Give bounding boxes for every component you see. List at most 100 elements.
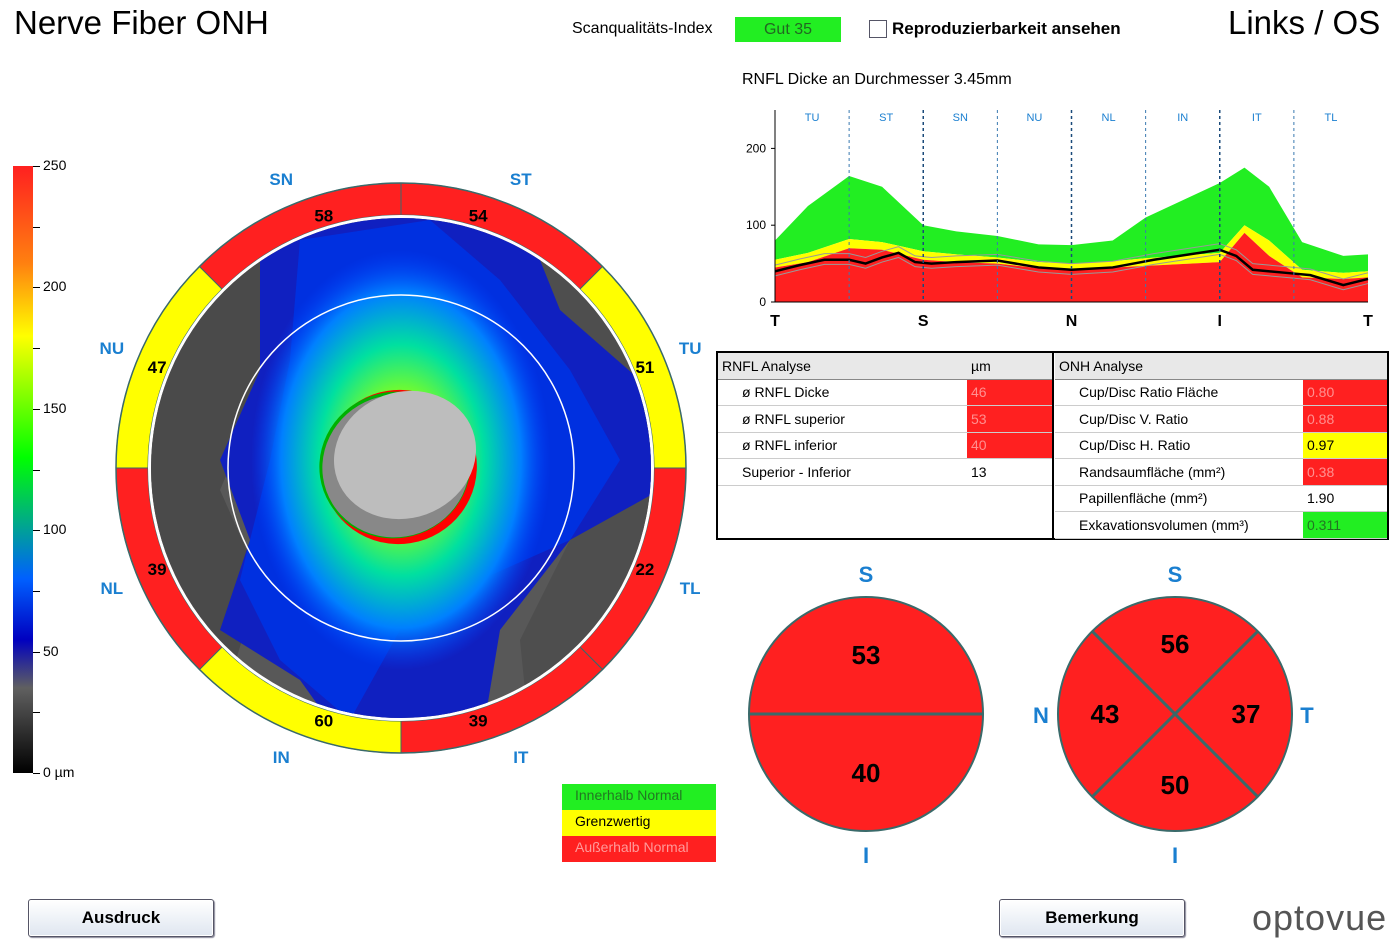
colorbar-label: 0 µm — [43, 764, 75, 780]
row-label: Papillenfläche (mm²) — [1055, 485, 1303, 512]
reproducibility-label[interactable]: Reproduzierbarkeit ansehen — [892, 19, 1121, 38]
colorbar-minor-tick — [33, 348, 40, 350]
legend-outside: Außerhalb Normal — [562, 836, 716, 862]
reference-line — [774, 253, 1369, 291]
colorbar-label: 100 — [43, 521, 67, 538]
sector-label-in: IN — [273, 748, 290, 767]
sector-value-sn: 58 — [314, 207, 333, 226]
sector-value-it: 39 — [469, 711, 488, 730]
quad-inferior-value: 50 — [1161, 770, 1190, 800]
sector-value-st: 54 — [469, 207, 488, 226]
print-button[interactable]: Ausdruck — [28, 899, 214, 937]
colorbar-minor-tick — [33, 590, 40, 592]
row-value: 0.311 — [1303, 511, 1387, 539]
colorbar-tick — [33, 287, 40, 289]
hemi-label-i: I — [863, 843, 869, 868]
chart-sector-label: NL — [1102, 112, 1116, 124]
x-tick-label: S — [918, 313, 929, 330]
quad-nasal-value: 43 — [1091, 699, 1120, 729]
patient-rnfl-line — [774, 248, 1369, 287]
table-row: ø RNFL inferior 40 — [718, 432, 1053, 459]
colorbar-minor-tick — [33, 226, 40, 228]
colorbar-label: 200 — [43, 278, 67, 295]
hemi-label-s: S — [859, 562, 874, 587]
quad-temporal-value: 37 — [1232, 699, 1261, 729]
analysis-tables: RNFL Analyse µm ø RNFL Dicke 46 ø RNFL supe… — [716, 351, 1389, 540]
chart-sector-label: TU — [805, 112, 820, 124]
reference-line — [774, 243, 1369, 280]
page-title: Nerve Fiber ONH — [14, 4, 269, 41]
chart-sector-label: IT — [1252, 112, 1262, 124]
scan-quality-badge: Gut 35 — [735, 17, 841, 42]
legend-borderline: Grenzwertig — [562, 810, 716, 836]
table-row: ø RNFL Dicke 46 — [718, 379, 1053, 406]
chart-sector-label: NU — [1026, 112, 1042, 124]
chart-title: RNFL Dicke an Durchmesser 3.45mm — [742, 71, 1012, 88]
sector-label-tl: TL — [680, 579, 701, 598]
chart-sector-label: ST — [879, 112, 893, 124]
rnfl-header-unit: µm — [967, 353, 1053, 380]
row-label: ø RNFL inferior — [718, 432, 967, 459]
hemi-superior-value: 53 — [852, 640, 881, 670]
table-row: Exkavationsvolumen (mm³) 0.311 — [1055, 511, 1387, 539]
row-value: 0.88 — [1303, 405, 1387, 433]
hemi-inferior-value: 40 — [852, 758, 881, 788]
sector-value-tl: 22 — [635, 560, 654, 579]
y-tick-label: 0 — [759, 295, 766, 309]
row-label: Exkavationsvolumen (mm³) — [1055, 511, 1303, 539]
rnfl-analysis-table: RNFL Analyse µm ø RNFL Dicke 46 ø RNFL supe… — [718, 353, 1053, 538]
table-divider — [1052, 353, 1054, 538]
colorbar-tick — [33, 773, 40, 774]
comment-button[interactable]: Bemerkung — [999, 899, 1185, 937]
colorbar-tick — [33, 408, 40, 410]
row-label: Randsaumfläche (mm²) — [1055, 458, 1303, 486]
reproducibility-checkbox[interactable] — [869, 20, 887, 38]
colorbar-tick — [33, 166, 40, 167]
table-row: Cup/Disc Ratio Fläche 0.80 — [1055, 379, 1387, 406]
optovue-logo: optovue — [1252, 897, 1388, 938]
onh-analysis-table: ONH Analyse Cup/Disc Ratio Fläche 0.80 Cup… — [1055, 353, 1387, 539]
sector-value-nu: 47 — [148, 358, 167, 377]
table-row: Cup/Disc H. Ratio 0.97 — [1055, 432, 1387, 459]
normative-legend: Innerhalb Normal Grenzwertig Außerhalb N… — [562, 784, 716, 862]
sector-value-in: 60 — [314, 711, 333, 730]
row-value: 0.80 — [1303, 379, 1387, 406]
colorbar-tick — [33, 530, 40, 532]
x-tick-label: I — [1218, 313, 1222, 330]
sector-value-nl: 39 — [148, 560, 167, 579]
row-value: 53 — [967, 405, 1053, 433]
sector-label-it: IT — [513, 748, 529, 767]
row-label: ø RNFL superior — [718, 405, 967, 433]
rnfl-thickness-map: 54 ST 51 TU 22 TL 39 IT 60 IN 39 NL 47 NU 58 SN — [100, 170, 702, 767]
sector-label-tu: TU — [679, 339, 702, 358]
chart-sector-label: TL — [1325, 112, 1338, 124]
sector-label-nl: NL — [100, 579, 123, 598]
table-row: Superior - Inferior 13 — [718, 458, 1053, 486]
row-label: Cup/Disc H. Ratio — [1055, 432, 1303, 459]
colorbar-tick — [33, 651, 40, 653]
row-label: Cup/Disc Ratio Fläche — [1055, 379, 1303, 406]
table-row: Papillenfläche (mm²) 1.90 — [1055, 485, 1387, 512]
row-value: 46 — [967, 379, 1053, 406]
row-label: ø RNFL Dicke — [718, 379, 967, 406]
colorbar-minor-tick — [33, 469, 40, 471]
table-row: Cup/Disc V. Ratio 0.88 — [1055, 405, 1387, 433]
scan-quality-label: Scanqualitäts-Index — [572, 20, 713, 37]
quad-label-s: S — [1168, 562, 1183, 587]
x-tick-label: T — [1363, 313, 1373, 330]
quad-superior-value: 56 — [1161, 629, 1190, 659]
colorbar-label: 250 — [43, 157, 67, 173]
table-row: ø RNFL superior 53 — [718, 405, 1053, 433]
hemisphere-chart: S I 53 40 — [748, 562, 984, 868]
row-value: 0.38 — [1303, 458, 1387, 486]
y-tick-label: 200 — [746, 141, 766, 155]
row-label: Cup/Disc V. Ratio — [1055, 405, 1303, 433]
colorbar-label: 50 — [43, 642, 59, 659]
y-tick-label: 100 — [746, 218, 766, 232]
sector-label-st: ST — [510, 170, 532, 189]
colorbar-label: 150 — [43, 399, 67, 416]
x-tick-label: T — [770, 313, 780, 330]
quadrant-chart: S I N T 56 43 37 50 — [1033, 562, 1314, 868]
sector-label-nu: NU — [100, 339, 124, 358]
